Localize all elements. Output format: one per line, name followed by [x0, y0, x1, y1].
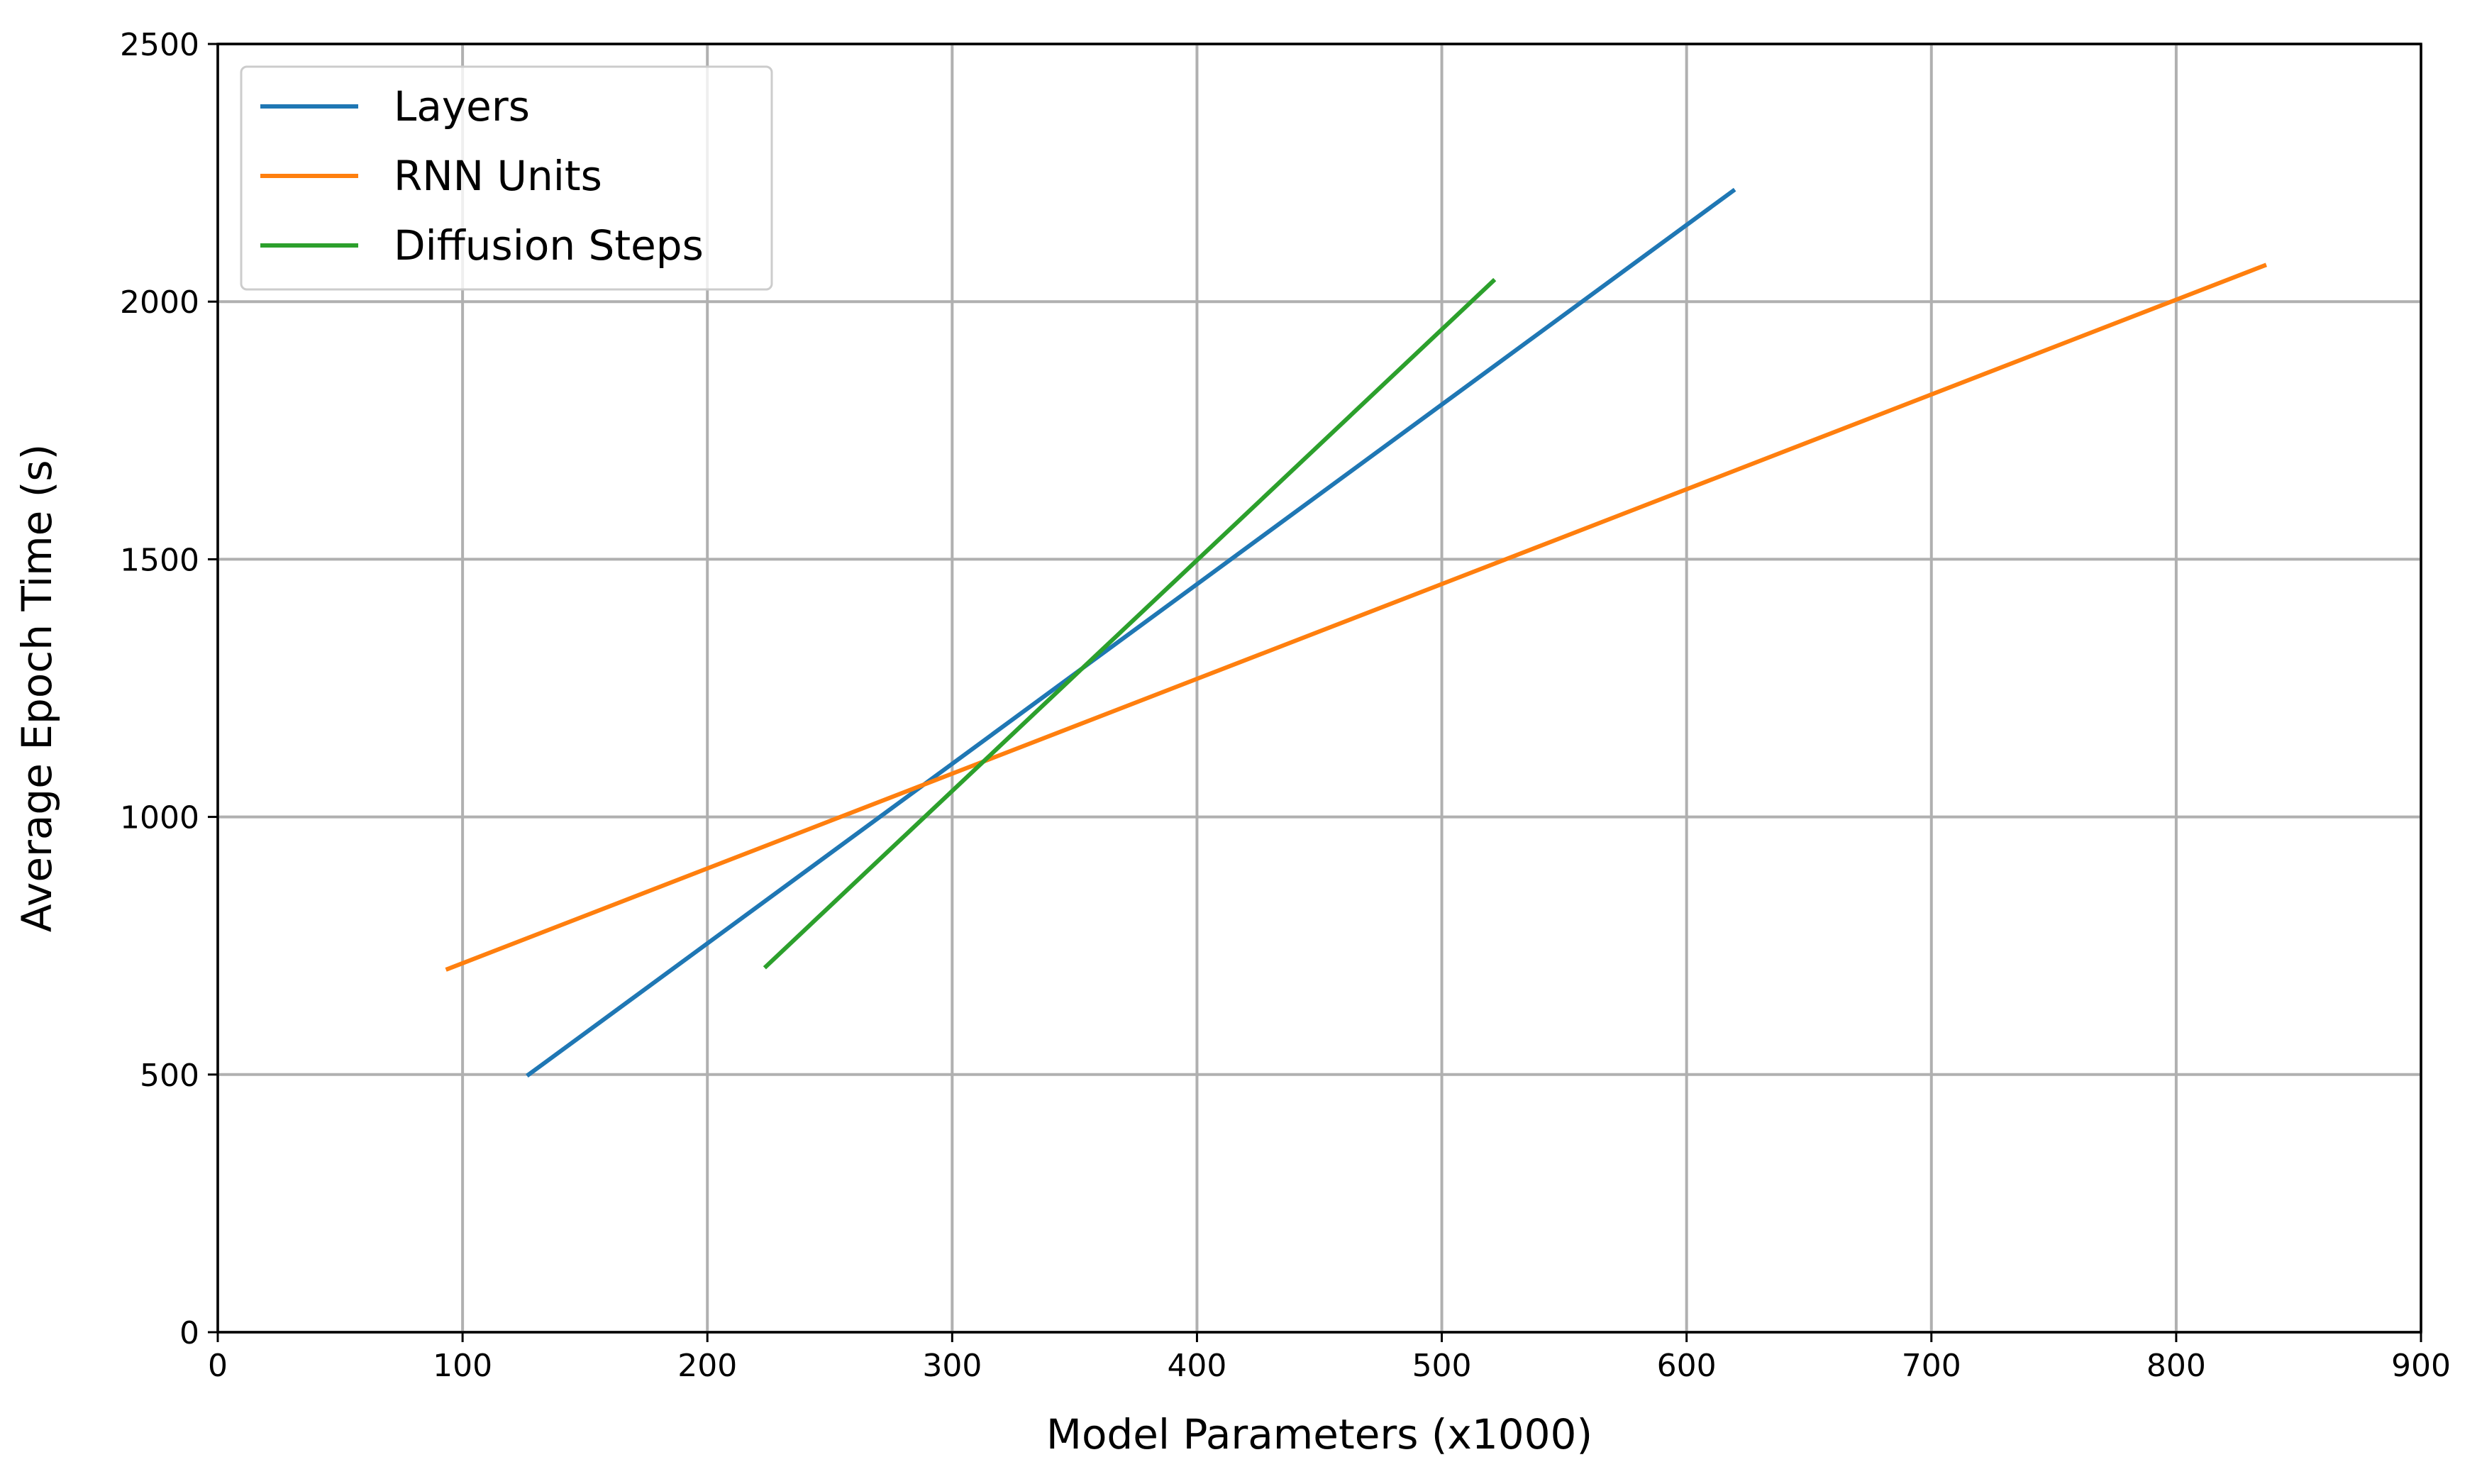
- series-line-rnn-units: [445, 262, 2268, 972]
- y-tick-label: 2500: [120, 27, 199, 63]
- plot-area-frame: [216, 43, 2422, 1334]
- x-tick-label: 800: [2146, 1348, 2206, 1384]
- x-tick-label: 200: [677, 1348, 737, 1384]
- x-tick-label: 400: [1167, 1348, 1226, 1384]
- legend: Layers RNN Units Diffusion Steps: [240, 65, 773, 291]
- legend-label-layers: Layers: [394, 82, 530, 131]
- y-tick-label: 0: [179, 1315, 199, 1351]
- x-axis-title: Model Parameters (x1000): [1046, 1410, 1592, 1458]
- legend-label-diffusion-steps: Diffusion Steps: [394, 221, 704, 270]
- series-line-diffusion-steps: [763, 277, 1497, 970]
- legend-box: [240, 65, 773, 291]
- y-tick-label: 2000: [120, 284, 199, 321]
- x-tick-label: 100: [433, 1348, 492, 1384]
- series-lines: [445, 187, 2268, 1078]
- y-tick-label: 1000: [120, 800, 199, 836]
- x-tick-label: 700: [1902, 1348, 1961, 1384]
- axis-ticks: 0 100 200 300 400 500 600 700 800 900 0 500 1000 1500…: [120, 27, 2451, 1384]
- legend-label-rnn-units: RNN Units: [394, 152, 602, 200]
- x-tick-label: 300: [922, 1348, 982, 1384]
- y-tick-label: 1500: [120, 542, 199, 578]
- series-line-layers: [526, 187, 1736, 1078]
- x-tick-label: 500: [1412, 1348, 1472, 1384]
- x-tick-label: 0: [208, 1348, 228, 1384]
- legend-items: Layers RNN Units Diffusion Steps: [260, 82, 704, 270]
- x-tick-label: 900: [2391, 1348, 2451, 1384]
- x-tick-label: 600: [1657, 1348, 1717, 1384]
- y-tick-label: 500: [140, 1058, 199, 1094]
- y-axis-title: Average Epoch Time (s): [13, 444, 61, 933]
